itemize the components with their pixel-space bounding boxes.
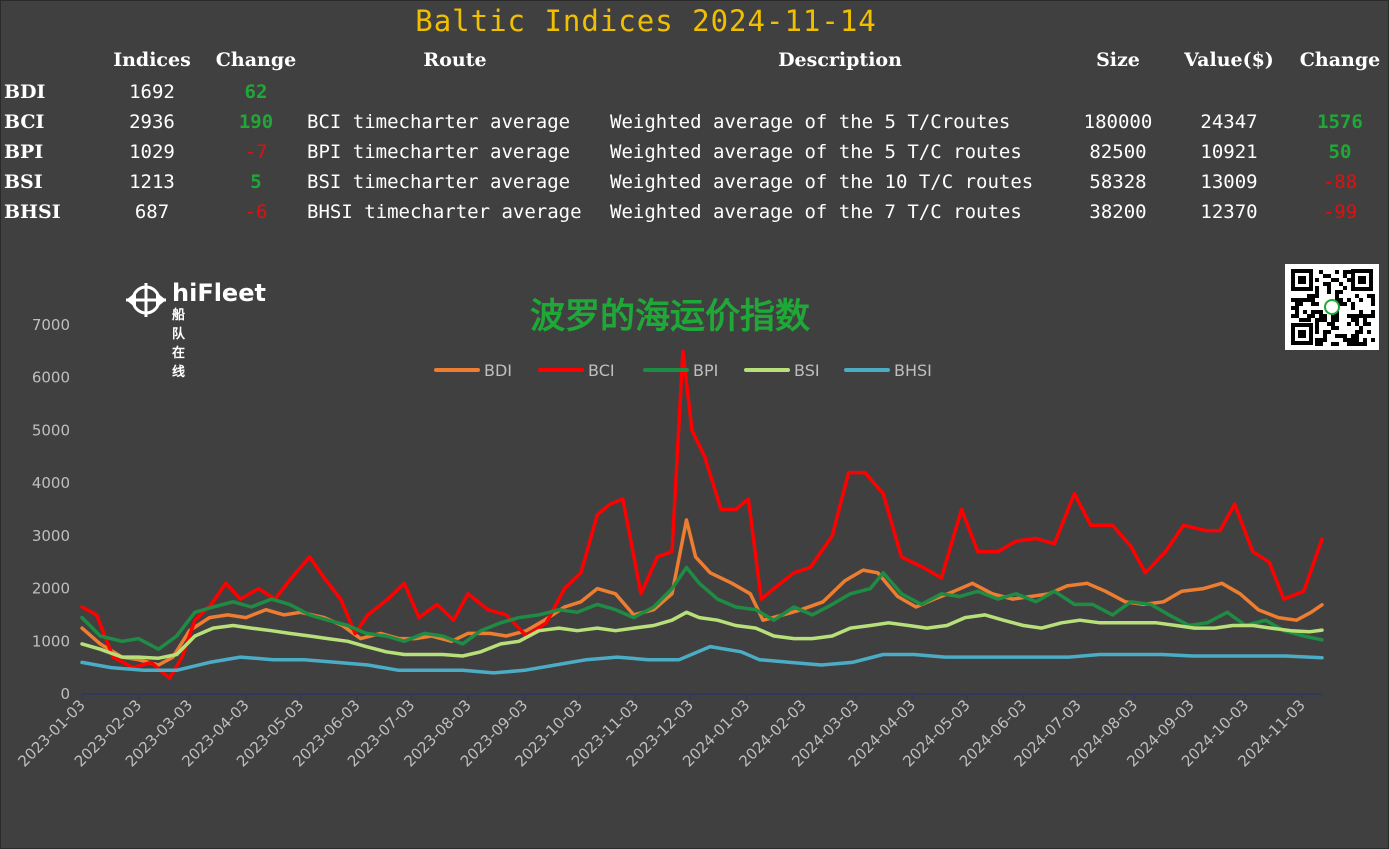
table-cell-change2: 1576 <box>1317 111 1363 133</box>
table-cell-index: 1213 <box>129 171 175 193</box>
chart-title: 波罗的海运价指数 <box>529 297 810 337</box>
col-header-value: Value($) <box>1184 49 1274 71</box>
table-cell-change2: -88 <box>1322 171 1358 193</box>
table-cell-change: -6 <box>244 201 268 223</box>
logo-subtitle: 船队在线 <box>172 308 190 380</box>
table-cell-size: 38200 <box>1089 201 1147 223</box>
legend-label-bci[interactable]: BCI <box>588 361 615 380</box>
table-cell-change: 5 <box>250 171 262 193</box>
table-cell-change: 62 <box>244 81 268 103</box>
legend: BDI BCI BPI BSI BHSI <box>434 361 932 380</box>
table-cell-name: BHSI <box>4 201 61 223</box>
table-cell-change: -7 <box>244 141 268 163</box>
table-cell-index: 1692 <box>129 81 175 103</box>
table-cell-change: 190 <box>238 111 274 133</box>
y-tick-label: 5000 <box>32 421 70 439</box>
indices-table: Indices Change Route Description Size Va… <box>0 0 1389 240</box>
table-cell-change2: -99 <box>1322 201 1358 223</box>
table-cell-index: 1029 <box>129 141 175 163</box>
series-line-bsi <box>80 610 1324 660</box>
table-cell-description: Weighted average of the 5 T/Croutes <box>610 111 1011 133</box>
logo-name: hiFleet <box>172 279 266 307</box>
y-tick-label: 4000 <box>32 474 70 492</box>
table-cell-size: 58328 <box>1089 171 1147 193</box>
series-line-bpi <box>80 565 1324 651</box>
table-cell-route: BSI timecharter average <box>307 171 571 193</box>
page-title: Baltic Indices 2024-11-14 <box>415 4 877 38</box>
qr-code-icon <box>1285 264 1379 350</box>
table-cell-value: 10921 <box>1200 141 1258 163</box>
table-cell-value: 13009 <box>1200 171 1258 193</box>
legend-label-bdi[interactable]: BDI <box>484 361 512 380</box>
table-cell-size: 82500 <box>1089 141 1147 163</box>
series-group <box>80 349 1324 680</box>
table-cell-route: BPI timecharter average <box>307 141 571 163</box>
table-cell-value: 24347 <box>1200 111 1258 133</box>
series-line-bhsi <box>80 644 1324 675</box>
y-tick-label: 3000 <box>32 527 70 545</box>
y-tick-label: 0 <box>60 685 70 703</box>
table-cell-name: BPI <box>4 141 44 163</box>
table-cell-index: 2936 <box>129 111 175 133</box>
col-header-change-2: Change <box>1299 49 1381 71</box>
table-cell-name: BSI <box>4 171 43 193</box>
table-cell-value: 12370 <box>1200 201 1258 223</box>
table-cell-index: 687 <box>134 201 170 223</box>
table-cell-change2: 50 <box>1328 141 1352 163</box>
table-cell-description: Weighted average of the 5 T/C routes <box>610 141 1022 163</box>
legend-label-bpi[interactable]: BPI <box>693 361 718 380</box>
y-tick-label: 7000 <box>32 316 70 334</box>
y-tick-label: 2000 <box>32 580 70 598</box>
table-cell-description: Weighted average of the 10 T/C routes <box>610 171 1034 193</box>
y-axis: 0 1000 2000 3000 4000 5000 6000 7000 <box>32 316 70 703</box>
hifleet-logo-icon <box>126 283 166 317</box>
series-line-bdi <box>80 518 1324 667</box>
series-line-bci <box>80 349 1324 680</box>
hifleet-logo: hiFleet 船队在线 <box>124 280 266 380</box>
table-cell-size: 180000 <box>1083 111 1153 133</box>
col-header-route: Route <box>423 49 487 71</box>
y-tick-label: 1000 <box>32 632 70 650</box>
col-header-size: Size <box>1096 49 1140 71</box>
y-tick-label: 6000 <box>32 369 70 387</box>
table-cell-route: BHSI timecharter average <box>307 201 582 223</box>
x-axis: 2023-01-032023-02-032023-03-032023-04-03… <box>14 694 1309 770</box>
table-cell-description: Weighted average of the 7 T/C routes <box>610 201 1022 223</box>
table-cell-name: BCI <box>4 111 45 133</box>
table-cell-name: BDI <box>4 81 46 103</box>
col-header-indices: Indices <box>113 49 191 71</box>
table-cell-route: BCI timecharter average <box>307 111 571 133</box>
col-header-description: Description <box>778 49 902 71</box>
legend-label-bsi[interactable]: BSI <box>794 361 820 380</box>
col-header-change: Change <box>215 49 297 71</box>
legend-label-bhsi[interactable]: BHSI <box>894 361 932 380</box>
